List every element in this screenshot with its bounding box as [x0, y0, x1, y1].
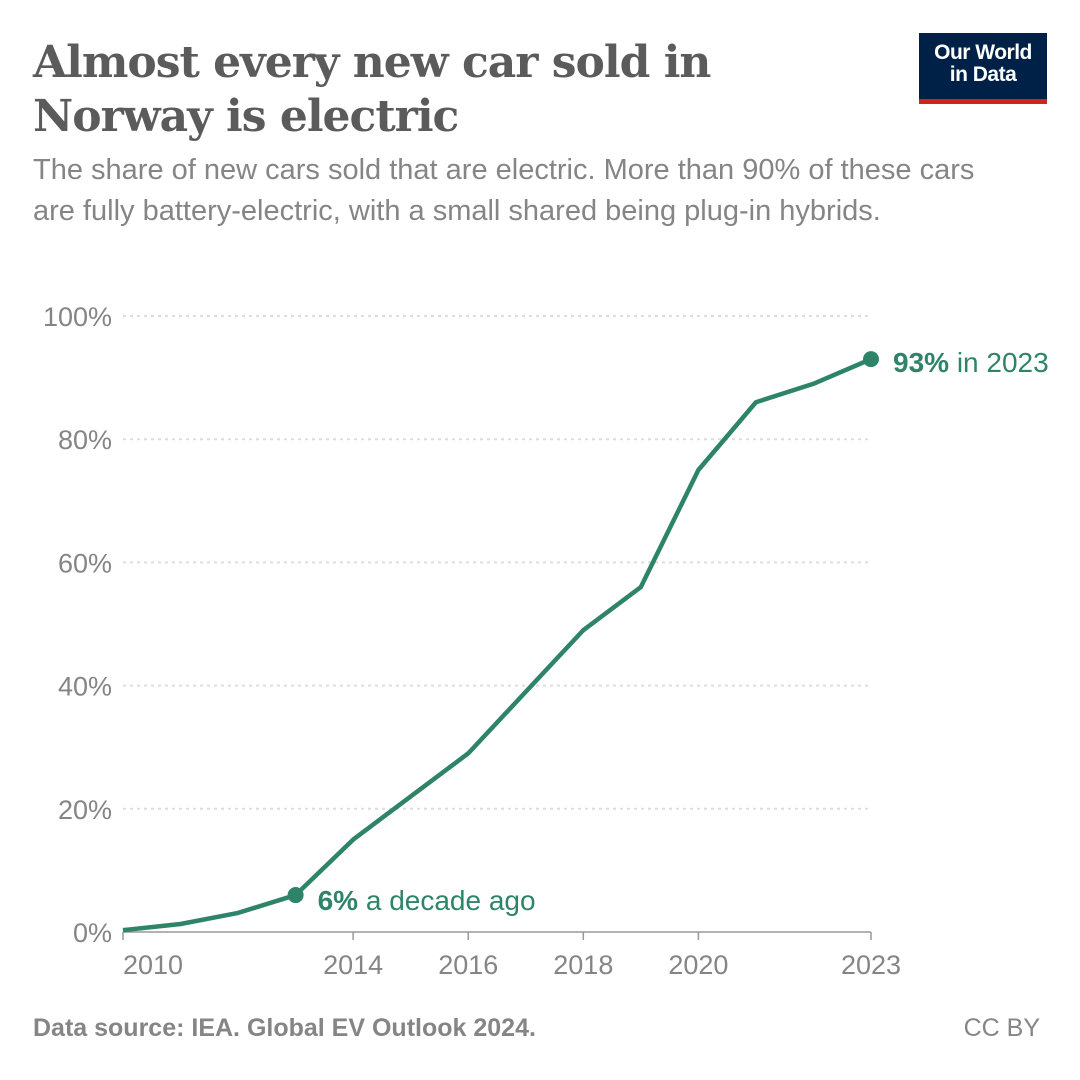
- owid-logo[interactable]: Our World in Data: [919, 33, 1047, 104]
- y-tick-label: 100%: [43, 302, 112, 332]
- x-tick-label: 2016: [438, 950, 498, 980]
- annotation-label: 93% in 2023: [893, 347, 1049, 378]
- y-tick-label: 0%: [73, 918, 112, 948]
- x-tick-label: 2014: [323, 950, 383, 980]
- y-tick-label: 40%: [58, 672, 112, 702]
- annotation-value: 93%: [893, 347, 949, 378]
- annotation-marker: [863, 351, 879, 368]
- annotation-text: in 2023: [949, 347, 1049, 378]
- series-line: [122, 357, 872, 933]
- chart-subtitle: The share of new cars sold that are elec…: [33, 154, 975, 227]
- annotation-value: 6%: [318, 885, 359, 916]
- x-tick-label: 2023: [841, 950, 901, 980]
- y-tick-label: 20%: [58, 795, 112, 825]
- x-tick-label: 2020: [668, 950, 728, 980]
- annotation-marker: [287, 887, 304, 904]
- y-tick-label: 80%: [58, 425, 112, 455]
- x-tick-label: 2010: [123, 950, 183, 980]
- x-tick-label: 2018: [553, 950, 613, 980]
- chart-title: Almost every new car sold in Norway is e…: [33, 37, 711, 142]
- logo-line-2: in Data: [949, 63, 1017, 86]
- annotation-text: a decade ago: [358, 885, 535, 916]
- license[interactable]: CC BY: [963, 1014, 1040, 1042]
- annotation-label: 6% a decade ago: [318, 885, 536, 916]
- data-source[interactable]: Data source: IEA. Global EV Outlook 2024…: [33, 1014, 536, 1042]
- logo-line-1: Our World: [934, 41, 1032, 64]
- y-tick-label: 60%: [58, 548, 112, 578]
